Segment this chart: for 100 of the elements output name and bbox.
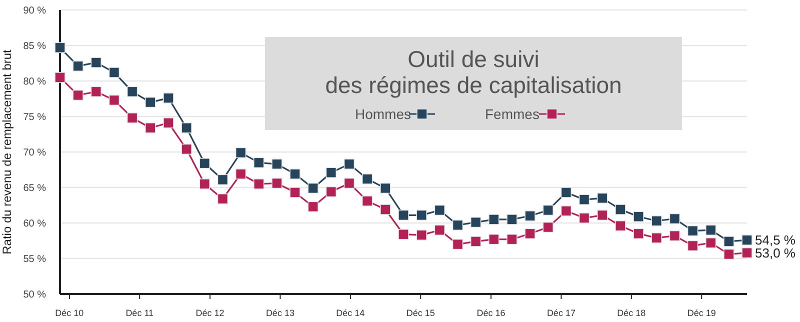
point — [633, 211, 644, 222]
point — [181, 144, 192, 155]
x-tick-label: Déc 11 — [126, 308, 154, 318]
point — [344, 178, 355, 189]
point — [272, 178, 282, 189]
x-tick-label: Déc 13 — [266, 308, 294, 318]
point — [615, 204, 626, 215]
point — [398, 228, 409, 240]
point — [687, 240, 698, 252]
point — [326, 167, 337, 178]
point — [578, 212, 590, 224]
point — [651, 232, 662, 244]
point — [126, 112, 138, 124]
point — [217, 193, 228, 204]
x-tick-label: Déc 14 — [336, 308, 365, 318]
point — [380, 182, 391, 194]
point — [108, 94, 120, 106]
point — [578, 194, 590, 205]
point — [434, 224, 446, 236]
y-tick-label: 80 % — [23, 76, 46, 88]
point — [742, 247, 752, 258]
x-tick-label: Déc 17 — [546, 308, 576, 318]
point — [72, 60, 84, 72]
point — [452, 238, 464, 250]
point — [272, 158, 282, 170]
text: 54,5 % — [755, 232, 796, 248]
point — [199, 158, 210, 169]
y-tick-label: 85 % — [23, 41, 46, 52]
point — [108, 67, 120, 78]
point — [742, 234, 752, 246]
point — [669, 230, 680, 242]
point — [326, 186, 337, 198]
x-tick-label: Déc 12 — [196, 308, 224, 318]
point — [724, 248, 734, 260]
point — [54, 72, 66, 83]
y-tick-label: 75 % — [23, 112, 46, 123]
point — [290, 168, 300, 180]
y-axis-title: Ratio du revenu de remplacement brut — [0, 48, 14, 254]
point — [542, 204, 554, 216]
point — [506, 234, 518, 245]
point — [290, 187, 300, 198]
point — [470, 216, 482, 228]
point — [90, 86, 102, 98]
point — [705, 237, 716, 248]
point — [253, 178, 264, 190]
point — [398, 210, 409, 221]
point — [687, 225, 698, 236]
point — [54, 42, 66, 54]
point — [217, 174, 228, 186]
point — [596, 210, 608, 221]
point — [633, 228, 644, 240]
legend-label: Femmes — [485, 106, 540, 122]
point — [253, 157, 264, 168]
point — [651, 215, 662, 226]
point — [235, 147, 246, 158]
legend-label: Hommes — [355, 106, 412, 122]
point — [163, 117, 174, 128]
y-tick-label: 50 % — [23, 290, 46, 300]
point — [560, 206, 572, 216]
text: Outil de suivi des régimes de capitalisation — [325, 46, 622, 98]
point — [524, 228, 536, 240]
x-tick-label: Déc 18 — [617, 308, 646, 318]
point — [669, 213, 680, 224]
point — [163, 92, 174, 104]
point — [488, 234, 500, 245]
point — [470, 236, 482, 247]
point — [308, 182, 319, 194]
y-tick-label: 90 % — [23, 6, 46, 16]
point — [488, 214, 500, 225]
point — [308, 201, 319, 212]
x-tick-label: Déc 10 — [55, 308, 84, 318]
y-tick-label: 70 % — [23, 148, 46, 158]
y-tick-label: 55 % — [23, 254, 46, 265]
x-tick-label: Déc 15 — [406, 308, 435, 318]
point — [416, 230, 427, 240]
point — [560, 187, 572, 198]
point — [362, 174, 373, 184]
point — [506, 214, 518, 225]
point — [362, 196, 373, 206]
point — [235, 168, 246, 180]
point — [72, 90, 84, 101]
point — [144, 122, 156, 134]
point — [524, 210, 536, 222]
point — [380, 204, 391, 215]
point — [144, 96, 156, 108]
x-tick-label: Déc 19 — [687, 308, 716, 318]
text: 53,0 % — [755, 245, 796, 260]
point — [724, 236, 734, 247]
point — [452, 220, 464, 231]
point — [126, 86, 138, 98]
point — [542, 222, 554, 233]
point — [181, 122, 192, 134]
point — [596, 192, 608, 204]
y-tick-label: 65 % — [23, 183, 46, 194]
point — [434, 204, 446, 216]
y-tick-label: 60 % — [23, 218, 46, 230]
point — [416, 210, 427, 221]
point — [90, 57, 102, 68]
point — [615, 220, 626, 232]
point — [344, 158, 355, 170]
